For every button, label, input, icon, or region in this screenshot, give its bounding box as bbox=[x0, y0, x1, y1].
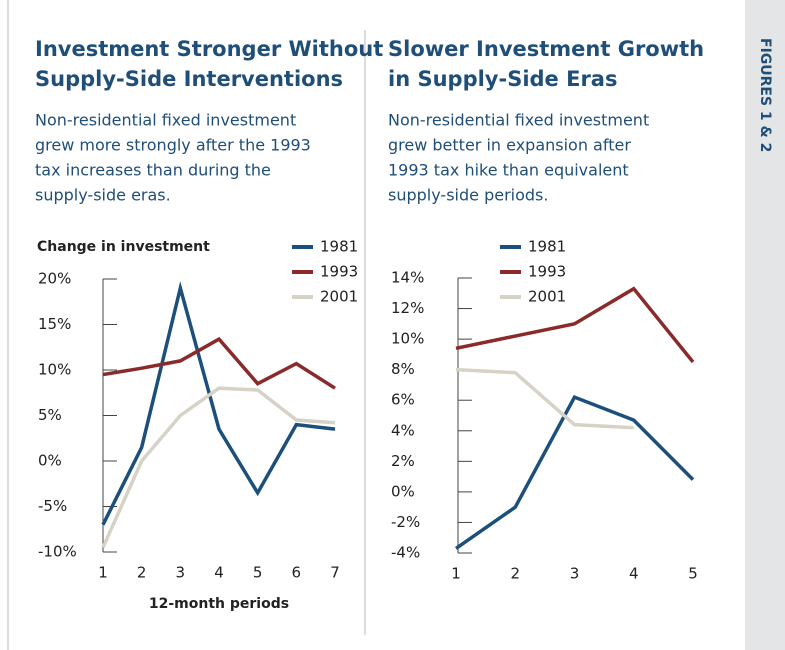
series-line bbox=[455, 286, 695, 364]
sidebar-label: FIGURES 1 & 2 bbox=[757, 38, 773, 152]
series-line bbox=[455, 367, 634, 430]
chart-subtitle: Non-residential fixed investment bbox=[388, 111, 649, 130]
chart-subtitle: grew more strongly after the 1993 bbox=[35, 136, 311, 155]
x-tick-label: 4 bbox=[629, 565, 639, 583]
chart-title: in Supply-Side Eras bbox=[388, 67, 617, 91]
y-tick-label: 10% bbox=[38, 361, 71, 379]
series-line bbox=[101, 386, 336, 549]
chart-title: Supply-Side Interventions bbox=[35, 67, 343, 91]
legend-label: 1981 bbox=[528, 238, 566, 256]
y-tick-label: 15% bbox=[38, 315, 71, 333]
y-tick-label: 14% bbox=[391, 269, 424, 287]
y-tick-label: 0% bbox=[391, 482, 415, 500]
x-tick-label: 3 bbox=[176, 564, 186, 582]
series-line bbox=[101, 281, 336, 526]
x-tick-label: 7 bbox=[330, 564, 340, 582]
chart-subtitle: 1993 tax hike than equivalent bbox=[388, 161, 629, 180]
y-tick-label: 12% bbox=[391, 299, 424, 317]
legend-label: 2001 bbox=[528, 288, 566, 306]
y-tick-label: -10% bbox=[38, 543, 77, 561]
sidebar bbox=[745, 0, 785, 650]
y-axis-label: Change in investment bbox=[37, 239, 210, 255]
x-tick-label: 1 bbox=[98, 564, 108, 582]
x-tick-label: 1 bbox=[451, 565, 461, 583]
legend-label: 1993 bbox=[528, 263, 566, 281]
chart-subtitle: grew better in expansion after bbox=[388, 136, 631, 155]
x-tick-label: 5 bbox=[688, 565, 698, 583]
y-tick-label: 5% bbox=[38, 406, 62, 424]
chart-subtitle: supply-side periods. bbox=[388, 186, 548, 205]
chart-subtitle: tax increases than during the bbox=[35, 161, 271, 180]
y-tick-label: 10% bbox=[391, 330, 424, 348]
x-tick-label: 4 bbox=[214, 564, 224, 582]
series-line bbox=[455, 394, 695, 550]
legend-label: 1981 bbox=[320, 238, 358, 256]
chart-subtitle: Non-residential fixed investment bbox=[35, 111, 296, 130]
x-axis-label: 12-month periods bbox=[149, 596, 289, 612]
y-tick-label: 4% bbox=[391, 421, 415, 439]
x-tick-label: 2 bbox=[137, 564, 147, 582]
y-tick-label: -4% bbox=[391, 544, 420, 562]
legend-label: 1993 bbox=[320, 263, 358, 281]
legend-label: 2001 bbox=[320, 288, 358, 306]
series-line bbox=[102, 336, 336, 390]
chart-title: Slower Investment Growth bbox=[388, 37, 704, 61]
x-tick-label: 2 bbox=[510, 565, 520, 583]
y-tick-label: 2% bbox=[391, 452, 415, 470]
y-tick-label: -2% bbox=[391, 513, 420, 531]
y-tick-label: 8% bbox=[391, 360, 415, 378]
chart-subtitle: supply-side eras. bbox=[35, 186, 171, 205]
y-tick-label: 20% bbox=[38, 270, 71, 288]
chart-title: Investment Stronger Without bbox=[35, 37, 383, 61]
y-tick-label: 0% bbox=[38, 452, 62, 470]
x-tick-label: 5 bbox=[253, 564, 263, 582]
y-tick-label: 6% bbox=[391, 391, 415, 409]
y-tick-label: -5% bbox=[38, 497, 67, 515]
x-tick-label: 6 bbox=[292, 564, 302, 582]
x-tick-label: 3 bbox=[570, 565, 580, 583]
